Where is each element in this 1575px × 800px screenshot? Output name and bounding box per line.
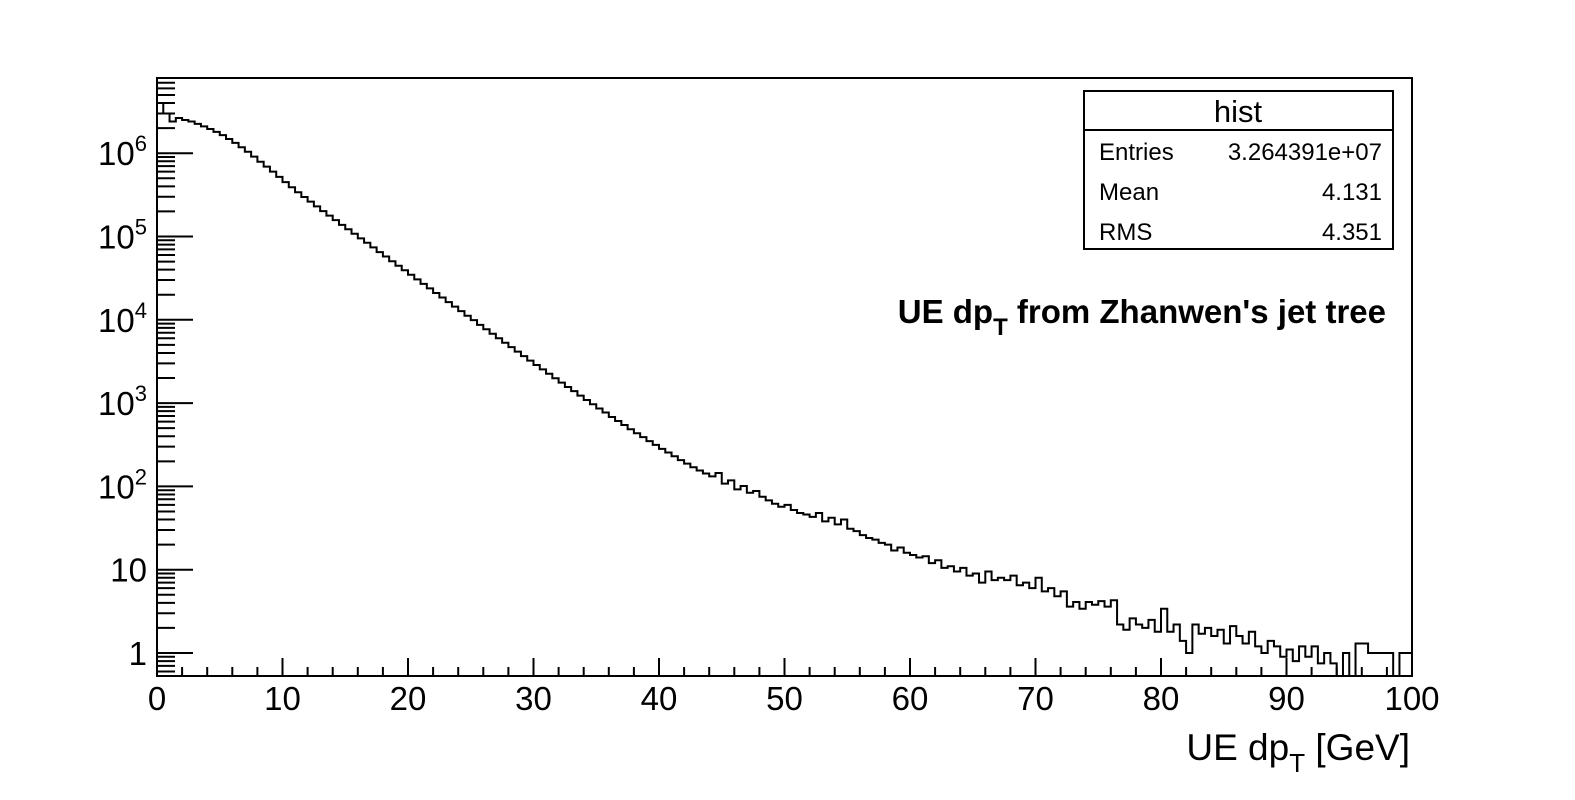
- stats-entries-value: 3.264391e+07: [1228, 139, 1382, 166]
- y-tick-exponent: 3: [135, 381, 147, 406]
- x-tick-label: 0: [148, 680, 166, 717]
- y-tick-label: 102: [98, 464, 147, 505]
- x-tick-label: 90: [1268, 680, 1305, 717]
- x-tick-label: 10: [264, 680, 301, 717]
- x-tick-labels: 0 10 20 30 40 50 60 70 80 90 100: [148, 680, 1440, 717]
- y-tick-label: 104: [98, 298, 147, 339]
- x-tick-label: 100: [1384, 680, 1439, 717]
- y-tick-label: 10: [110, 552, 147, 589]
- x-tick-label: 30: [515, 680, 552, 717]
- y-tick-exponent: 2: [135, 464, 147, 489]
- y-tick-base: 10: [98, 385, 135, 422]
- x-axis-title: UE dpT [GeV]: [1186, 727, 1410, 778]
- stats-mean-value: 4.131: [1322, 179, 1382, 206]
- stats-box-frame: [1083, 90, 1394, 250]
- axis-ticks: [156, 81, 1413, 676]
- y-tick-label: 1: [129, 635, 147, 672]
- histogram-line: [156, 102, 1413, 677]
- y-tick-label: 103: [98, 381, 147, 422]
- stats-box: hist Entries 3.264391e+07 Mean 4.131 RMS…: [1083, 90, 1394, 250]
- y-tick-exponent: 5: [135, 215, 147, 240]
- y-tick-base: 1: [129, 635, 147, 672]
- plot-annotation: UE dpT from Zhanwen's jet tree: [898, 293, 1386, 341]
- stats-entries-label: Entries: [1099, 139, 1174, 166]
- stats-rms-value: 4.351: [1322, 219, 1382, 246]
- y-tick-label: 106: [98, 131, 147, 172]
- y-tick-exponent: 4: [135, 298, 147, 323]
- stats-box-title: hist: [1214, 94, 1263, 129]
- y-tick-base: 10: [110, 552, 147, 589]
- stats-rms-label: RMS: [1099, 219, 1152, 246]
- y-tick-exponent: 6: [135, 131, 147, 156]
- y-tick-label: 105: [98, 215, 147, 256]
- y-tick-base: 10: [98, 219, 135, 256]
- x-tick-label: 70: [1017, 680, 1054, 717]
- plot-frame: [156, 77, 1413, 677]
- y-tick-base: 10: [98, 302, 135, 339]
- x-tick-label: 80: [1143, 680, 1180, 717]
- x-tick-label: 50: [766, 680, 803, 717]
- stats-mean-label: Mean: [1099, 179, 1159, 206]
- x-tick-label: 60: [892, 680, 929, 717]
- x-tick-label: 40: [641, 680, 678, 717]
- y-tick-base: 10: [98, 468, 135, 505]
- x-tick-label: 20: [390, 680, 427, 717]
- y-tick-base: 10: [98, 135, 135, 172]
